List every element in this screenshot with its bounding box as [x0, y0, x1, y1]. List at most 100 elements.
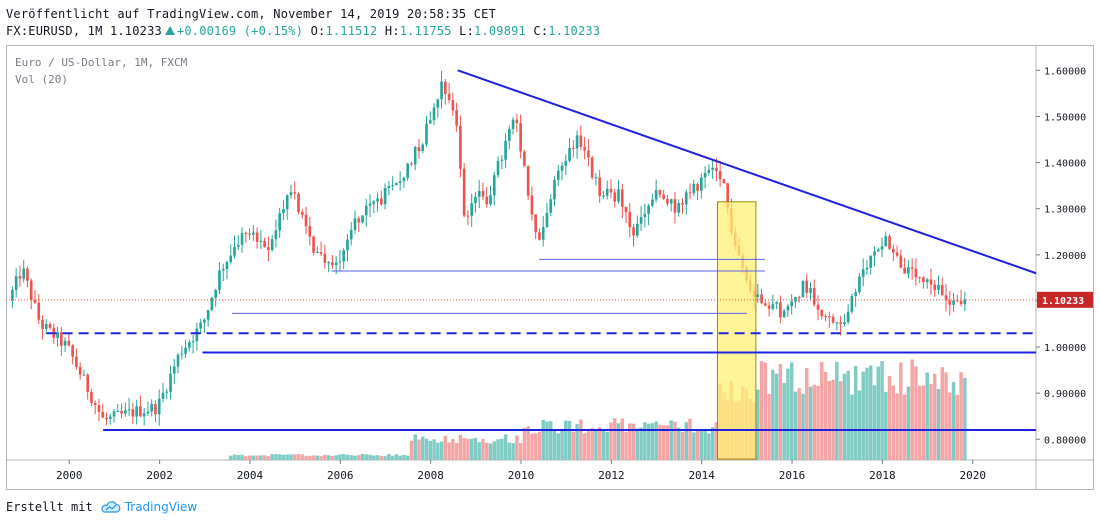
candle-body: [508, 128, 511, 141]
volume-bar: [323, 454, 327, 460]
volume-bar: [417, 439, 421, 460]
candle-body: [940, 284, 944, 296]
tradingview-brand[interactable]: TradingView: [124, 500, 198, 514]
candle-body: [410, 163, 413, 165]
volume-bar: [654, 421, 658, 460]
candle-body: [376, 198, 379, 202]
volume-bar: [507, 442, 512, 460]
volume-bar: [963, 377, 967, 460]
volume-bar: [586, 429, 591, 460]
volume-bar: [831, 379, 835, 460]
volume-bar: [914, 366, 918, 460]
volume-bar: [936, 389, 941, 460]
candle-body: [937, 284, 940, 290]
candle-body: [553, 179, 556, 200]
time-axis: 2000 2002 2004 2006 2008 2010 2012 2014 2016 2018…: [56, 460, 986, 482]
volume-bar: [357, 455, 361, 460]
candle-body: [270, 239, 274, 250]
candle-body: [248, 233, 251, 235]
candle-body: [636, 223, 639, 236]
candle-body: [357, 218, 361, 223]
candle-body: [346, 239, 349, 251]
chart-legend-title: Euro / US-Dollar, 1M, FXCM: [15, 56, 188, 69]
volume-bar: [485, 442, 489, 460]
volume-bar: [496, 439, 500, 460]
volume-bar: [778, 364, 783, 460]
volume-bar: [262, 455, 267, 460]
candle-body: [244, 233, 248, 235]
candle-body: [587, 150, 590, 158]
volume-bar: [315, 455, 320, 460]
volume-bar: [594, 430, 598, 460]
candle-body: [715, 167, 718, 172]
time-tick-label: 2018: [869, 469, 896, 482]
candle-body: [489, 195, 492, 205]
candle-body: [824, 316, 827, 318]
candle-body: [56, 332, 59, 339]
volume-bar: [895, 393, 899, 460]
volume-bar: [929, 383, 933, 460]
volume-bar: [503, 434, 508, 460]
candle-body: [846, 311, 850, 323]
candle-body: [481, 190, 485, 197]
volume-bar: [251, 455, 256, 460]
candle-body: [263, 240, 266, 248]
candle-body: [756, 294, 760, 297]
candle-body: [903, 267, 906, 274]
price-tick-label: 1.00000: [1044, 343, 1086, 354]
candle-body: [176, 354, 180, 367]
volume-bar: [545, 421, 549, 460]
candle-body: [523, 151, 526, 167]
volume-bar: [620, 418, 624, 460]
candle-body: [466, 215, 470, 217]
price-tick-label: 1.50000: [1044, 112, 1086, 123]
candle-body: [425, 123, 428, 145]
volume-bar: [789, 362, 794, 460]
volume-bar: [688, 418, 692, 460]
volume-bar: [236, 455, 240, 460]
volume-bar: [786, 368, 790, 460]
time-tick-label: 2012: [598, 469, 625, 482]
tradingview-cloud-icon: [101, 501, 121, 513]
candle-body: [71, 345, 74, 357]
volume-bar: [782, 383, 786, 460]
candle-body: [316, 252, 319, 254]
volume-bar: [665, 425, 670, 460]
candle-body: [711, 167, 714, 170]
volume-bar: [801, 393, 805, 460]
candle-body: [383, 188, 387, 205]
volume-bar: [240, 454, 244, 460]
volume-bar: [703, 430, 707, 460]
candle-body: [398, 181, 402, 184]
candle-body: [485, 196, 489, 205]
volume-bar: [808, 386, 813, 460]
candle-body: [29, 280, 33, 300]
volume-bar: [906, 386, 911, 460]
symbol-label: FX:EURUSD, 1M 1.10233: [6, 24, 162, 38]
candle-body: [142, 413, 146, 417]
candle-body: [67, 340, 71, 346]
candle-body: [195, 328, 199, 342]
volume-bar: [571, 431, 576, 460]
volume-bar: [850, 394, 854, 460]
volume-bar: [462, 438, 466, 460]
volume-bar: [330, 455, 335, 460]
candle-body: [564, 160, 568, 166]
candle-body: [361, 215, 364, 223]
price-axis: 1.600001.500001.400001.300001.200001.100…: [1036, 66, 1093, 446]
candle-body: [372, 201, 376, 204]
volume-bar: [511, 443, 515, 460]
change-value: +0.00169 (+0.15%): [176, 24, 304, 38]
candle-body: [18, 276, 22, 279]
volume-bar: [631, 423, 636, 460]
candle-body: [816, 304, 820, 310]
volume-bar: [680, 431, 685, 460]
volume-bar: [379, 455, 384, 460]
volume-bar: [270, 454, 274, 460]
candle-body: [575, 135, 579, 149]
candle-body: [161, 392, 165, 399]
volume-bar: [247, 455, 252, 460]
volume-bar: [394, 454, 399, 460]
price-chart[interactable]: 1.600001.500001.400001.300001.200001.100…: [6, 45, 1094, 490]
volume-bar: [684, 422, 688, 460]
